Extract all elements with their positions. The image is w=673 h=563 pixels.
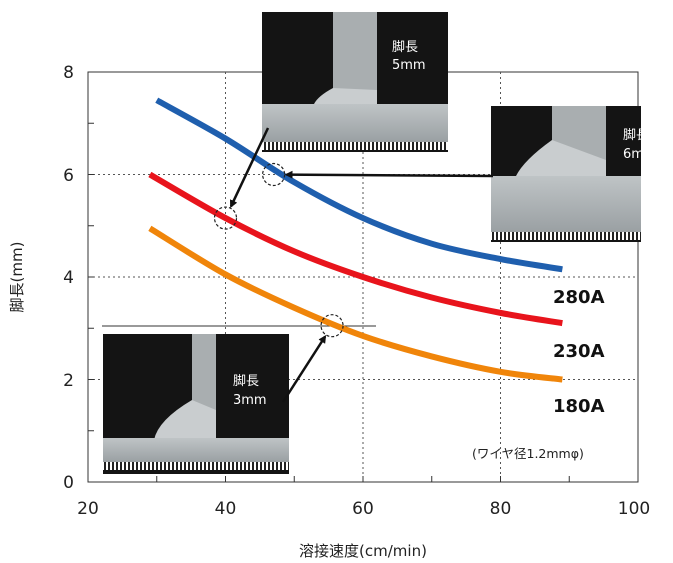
y-tick-label: 2 xyxy=(63,371,74,391)
x-tick-label: 60 xyxy=(352,499,374,519)
weld-photo-3mm: 脚長 3mm xyxy=(103,334,289,474)
x-tick-label: 100 xyxy=(618,499,650,519)
x-tick-labels: 20 40 60 80 100 xyxy=(77,499,650,519)
series-label-230A: 230A xyxy=(553,341,605,362)
series-line-280A xyxy=(155,97,563,273)
series-label-180A: 180A xyxy=(553,396,605,417)
series-layer xyxy=(148,97,563,383)
photo-label-6mm: 脚長 xyxy=(623,127,649,143)
series-line-180A xyxy=(148,225,563,383)
photo-label-3mm-value: 3mm xyxy=(233,393,267,408)
callout-arrow xyxy=(281,334,327,403)
series-label-280A: 280A xyxy=(553,287,605,308)
y-tick-label: 0 xyxy=(63,473,74,493)
x-axis-title: 溶接速度(cm/min) xyxy=(299,542,427,560)
photo-label-5mm: 脚長 xyxy=(392,39,418,55)
y-tick-label: 8 xyxy=(63,63,74,83)
y-tick-label: 4 xyxy=(63,268,74,288)
y-tick-labels: 0 2 4 6 8 xyxy=(63,63,74,493)
y-tick-label: 6 xyxy=(63,166,74,186)
weld-photo-6mm: 脚長 6mm xyxy=(491,106,657,242)
x-tick-label: 40 xyxy=(215,499,237,519)
callout-arrow xyxy=(229,127,270,209)
y-axis-title: 脚長(mm) xyxy=(8,242,26,313)
callout-layer xyxy=(213,127,494,403)
weld-photo-5mm: 脚長 5mm xyxy=(262,12,448,152)
axis-ticks xyxy=(87,71,639,483)
photo-label-3mm: 脚長 xyxy=(233,373,259,389)
photo-label-5mm-value: 5mm xyxy=(392,58,426,73)
photo-label-6mm-value: 6mm xyxy=(623,147,657,162)
callout-arrow xyxy=(284,170,494,179)
callout-marker xyxy=(213,206,238,230)
x-tick-label: 80 xyxy=(490,499,512,519)
wire-diameter-note: (ワイヤ径1.2mmφ) xyxy=(472,446,584,461)
series-line-230A xyxy=(148,171,563,327)
callout-marker xyxy=(320,314,344,338)
x-tick-label: 20 xyxy=(77,499,99,519)
